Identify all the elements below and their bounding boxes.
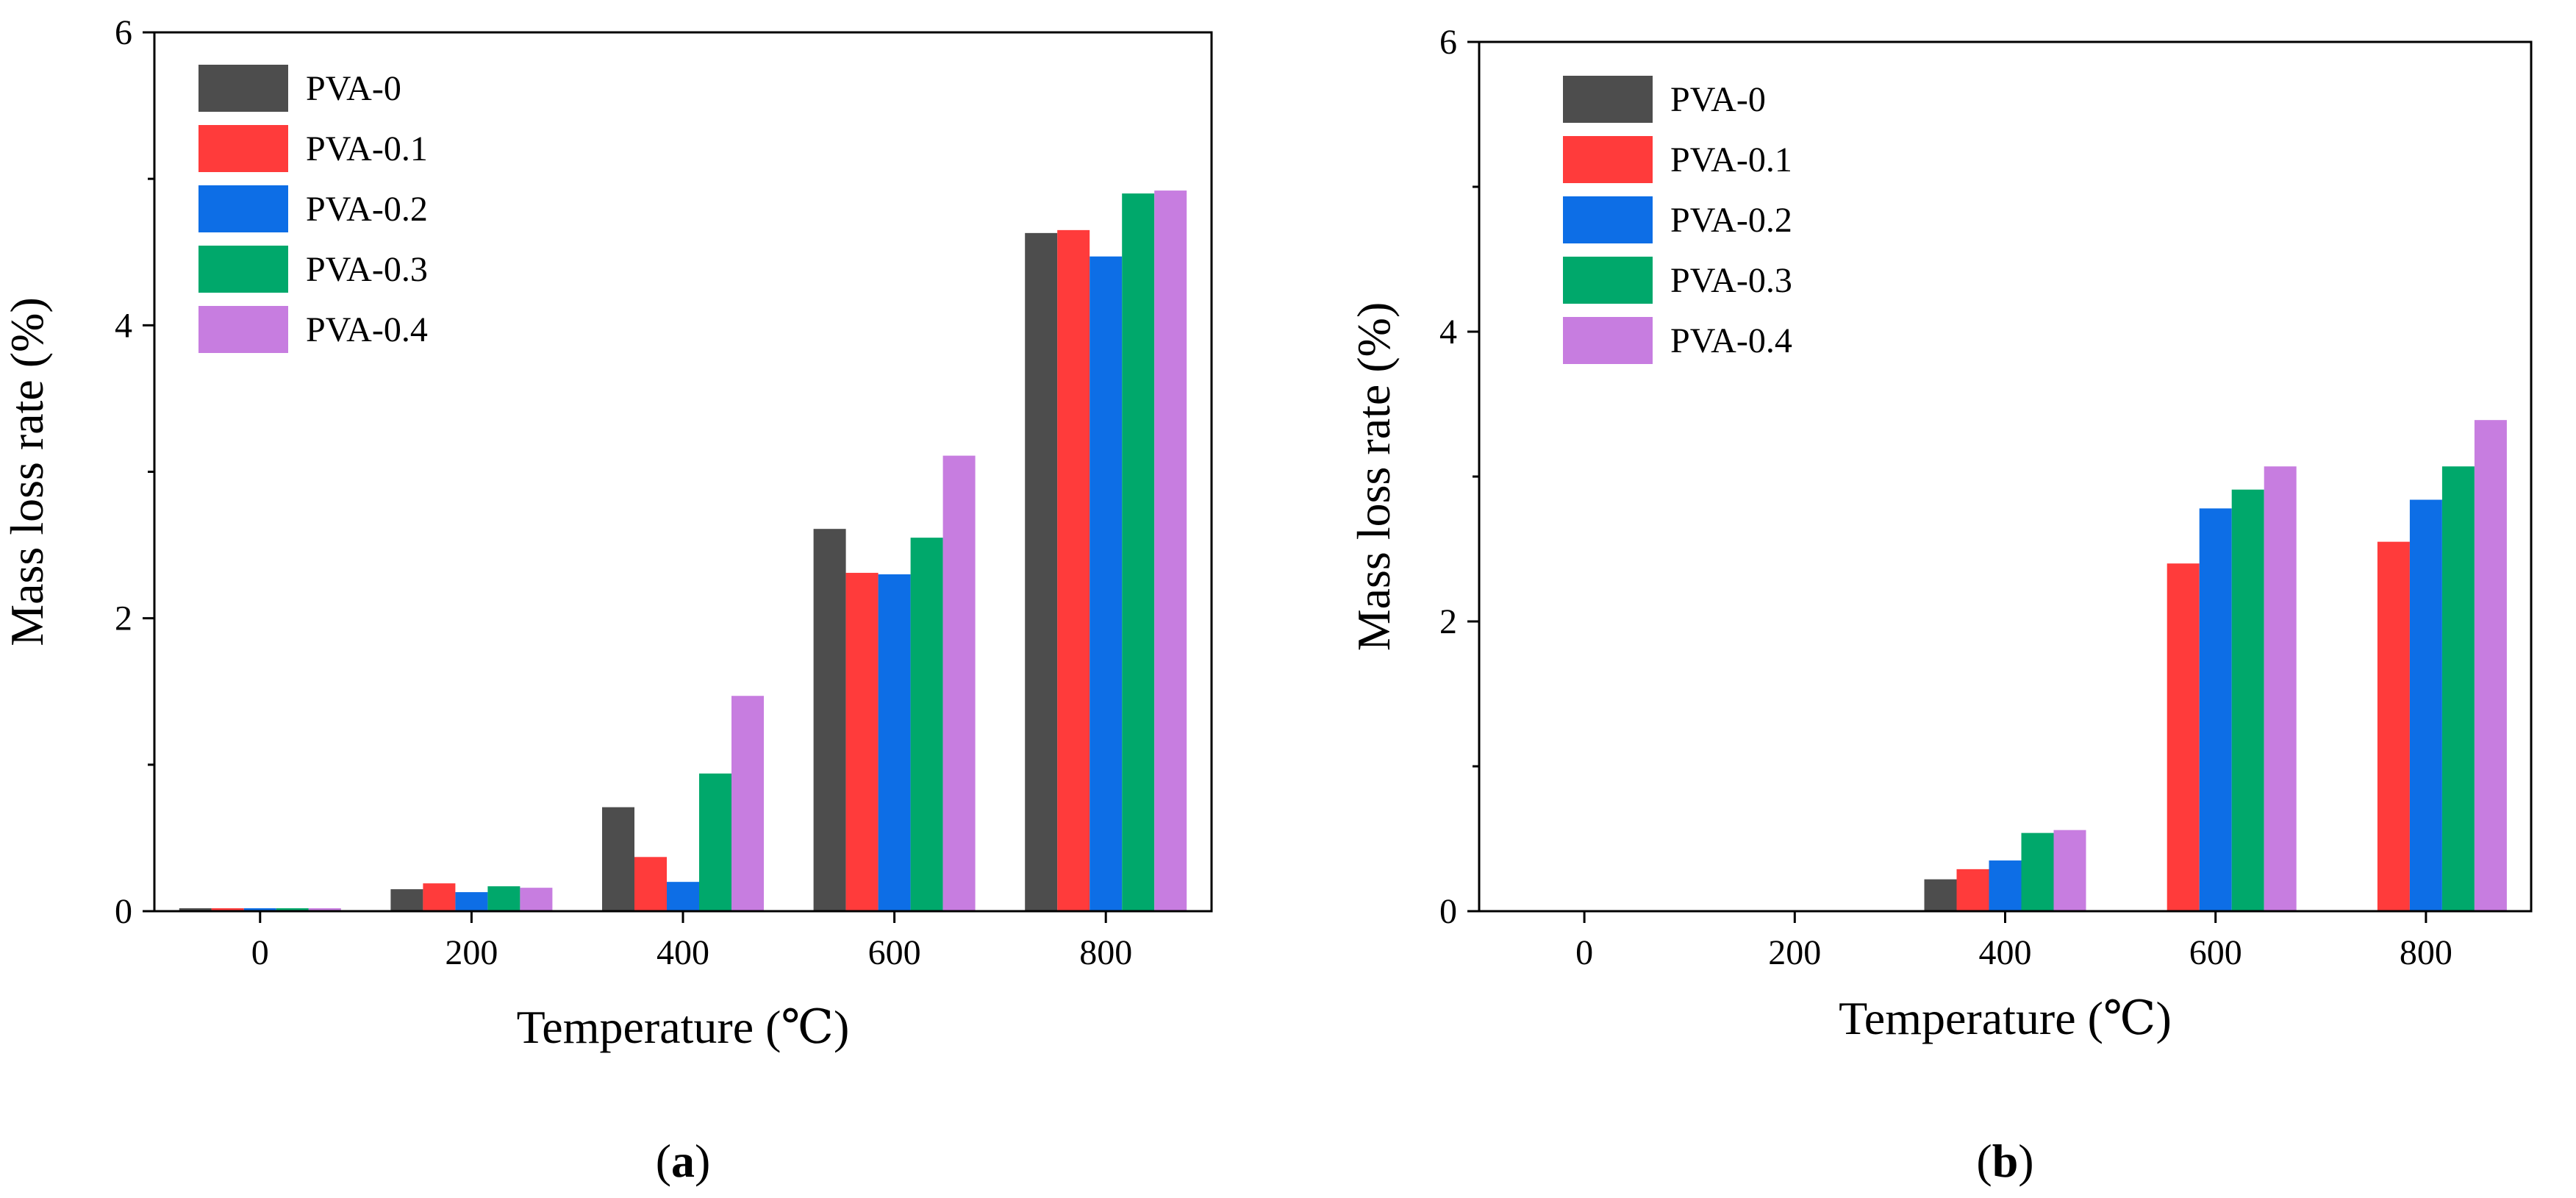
bar-pva-0-1-200 [423,883,456,911]
x-axis-title: Temperature (℃) [517,1001,850,1053]
bar-pva-0-2-0 [243,908,276,911]
legend: PVA-0 PVA-0.1 PVA-0.2 PVA-0.3 PVA-0.4 [1563,76,1792,364]
legend-swatch-pva-0 [198,65,288,112]
x-axis-title: Temperature (℃) [1839,992,2172,1044]
y-tick-label: 4 [1439,313,1457,352]
x-tick-label: 200 [1768,933,1821,972]
x-tick-label: 400 [1979,933,2032,972]
panel-letter: a [671,1135,695,1187]
y-axis-title: Mass loss rate (%) [1,297,53,646]
x-tick-label: 600 [868,933,921,972]
x-tick-label: 200 [445,933,498,972]
bar-pva-0-4-200 [520,888,553,911]
bar-pva-0-0 [179,908,212,911]
legend-label: PVA-0 [306,69,401,108]
bar-pva-0-3-400 [2021,832,2054,911]
legend-label: PVA-0.4 [1670,321,1792,360]
x-tick-label: 600 [2189,933,2242,972]
y-tick-label: 2 [115,599,132,638]
legend-label: PVA-0.2 [1670,201,1792,240]
bar-pva-0-2-800 [2409,499,2442,911]
legend: PVA-0 PVA-0.1 PVA-0.2 PVA-0.3 PVA-0.4 [198,65,428,353]
x-tick-label: 800 [1079,933,1132,972]
bar-pva-0-400 [1924,879,1957,911]
x-tick-label: 0 [1575,933,1593,972]
bar-pva-0-3-800 [1122,193,1155,911]
bar-pva-0-4-600 [2264,466,2297,911]
bar-pva-0-2-800 [1090,256,1123,912]
panel-label: (a) [656,1135,711,1187]
legend-swatch-pva-0-1 [198,125,288,172]
y-tick-label: 0 [1439,892,1457,931]
bar-pva-0-3-200 [487,886,520,911]
bar-pva-0-1-600 [2167,563,2200,911]
bar-pva-0-3-800 [2441,466,2475,911]
chart-panel-b: 0 2 4 6 0 200 400 600 800 Temperature (℃) Mass los… [1348,23,2533,1187]
bar-pva-0-1-0 [211,908,244,911]
legend-swatch-pva-0-2 [198,185,288,232]
legend-label: PVA-0.1 [306,129,428,168]
bar-pva-0-1-800 [2377,541,2410,911]
bar-pva-0-2-600 [878,574,911,911]
y-axis-title: Mass loss rate (%) [1348,302,1400,652]
legend-swatch-pva-0-3 [1563,257,1653,304]
bar-pva-0-1-400 [634,857,667,911]
legend-label: PVA-0.3 [306,250,428,289]
bar-pva-0-2-200 [455,892,488,911]
bar-pva-0-2-600 [2199,508,2232,911]
bar-pva-0-400 [602,807,634,911]
bar-pva-0-4-800 [1154,190,1187,912]
x-tick-label: 800 [2400,933,2452,972]
legend-swatch-pva-0-4 [198,306,288,353]
bar-pva-0-1-400 [1956,869,1989,911]
bar-pva-0-2-400 [1989,860,2022,911]
legend-label: PVA-0.1 [1670,140,1792,179]
bar-pva-0-200 [390,889,423,911]
y-tick-label: 0 [115,892,132,931]
panel-letter: b [1992,1135,2019,1187]
bar-pva-0-2-400 [667,882,699,911]
legend-label: PVA-0.4 [306,310,428,349]
bar-pva-0-3-400 [699,773,731,911]
legend-swatch-pva-0-1 [1563,136,1653,183]
legend-swatch-pva-0-4 [1563,317,1653,364]
panel-label: (b) [1976,1135,2033,1187]
legend-swatch-pva-0-2 [1563,196,1653,243]
y-tick-label: 6 [115,13,132,52]
legend-label: PVA-0 [1670,80,1766,119]
bar-pva-0-4-0 [308,908,341,911]
bar-pva-0-4-600 [942,455,976,911]
bar-pva-0-4-400 [731,696,764,911]
bar-pva-0-1-800 [1057,229,1090,911]
bar-pva-0-4-400 [2053,830,2086,911]
legend-swatch-pva-0-3 [198,246,288,293]
legend-label: PVA-0.2 [306,190,428,229]
x-tick-label: 0 [251,933,269,972]
bar-pva-0-3-600 [2231,489,2264,911]
x-tick-label: 400 [656,933,709,972]
y-tick-label: 4 [115,306,132,345]
bar-pva-0-3-600 [910,538,943,911]
legend-label: PVA-0.3 [1670,261,1792,300]
bar-pva-0-3-0 [276,908,309,911]
bar-pva-0-600 [813,529,846,911]
bar-pva-0-4-800 [2474,420,2507,911]
y-tick-label: 6 [1439,23,1457,62]
y-tick-label: 2 [1439,602,1457,641]
bar-pva-0-800 [1025,232,1058,911]
legend-swatch-pva-0 [1563,76,1653,123]
bar-pva-0-1-600 [845,572,879,911]
chart-panel-a: 0 2 4 6 0 200 400 600 800 Temperature (℃) Mass los… [1,13,1213,1187]
